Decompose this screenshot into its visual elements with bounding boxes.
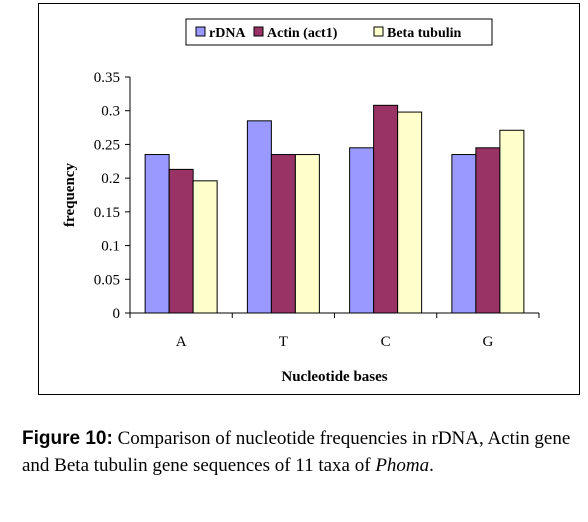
bar-A-series-1 [168,168,194,314]
bar-G-series-0 [451,154,477,314]
bar-A-series-2 [192,180,218,314]
x-axis-title: Nucleotide bases [281,369,387,385]
bar-G-series-2 [499,129,525,314]
y-tick-label: 0.35 [94,70,120,86]
y-tick-label: 0.2 [101,171,120,187]
y-tick-label: 0.3 [101,104,120,120]
bar-T-series-2 [294,154,320,314]
bar-T-series-0 [246,120,272,314]
legend-swatch-2 [373,26,384,37]
x-tick-label: A [176,334,187,350]
x-tick-label: T [279,334,288,350]
y-tick-label: 0.1 [101,239,120,255]
figure-label: Figure 10: [22,428,113,449]
legend-swatch-0 [195,26,206,37]
caption-text: Comparison of nucleotide frequencies in … [22,428,571,476]
x-tick-label: G [482,334,493,350]
legend: rDNA Actin (act1) Beta tubulin [185,18,493,46]
legend-swatch-1 [253,26,264,37]
y-tick-label: 0.25 [94,137,120,153]
bar-C-series-1 [373,104,399,314]
y-tick-label: 0.05 [94,272,120,288]
caption-end: . [429,455,434,476]
y-axis: 0 0.05 0.1 0.15 0.2 0.25 0.3 0.35 [94,70,131,322]
y-tick-label: 0 [113,306,121,322]
y-axis-title: frequency [62,163,78,227]
bar-T-series-1 [270,154,296,314]
y-tick-label: 0.15 [94,205,120,221]
bar-chart: rDNA Actin (act1) Beta tubulin 0 0.05 0.1 0.1… [62,18,540,385]
caption-emphasis: Phoma [375,455,430,476]
bar-A-series-0 [144,154,170,314]
bar-C-series-2 [397,111,423,314]
chart-frame: rDNA Actin (act1) Beta tubulin 0 0.05 0.1 0.1… [38,3,580,395]
legend-label-1: Actin (act1) [267,26,338,41]
x-tick-label: C [381,334,391,350]
legend-box [185,18,493,46]
figure-caption: Figure 10: Comparison of nucleotide freq… [22,425,582,479]
bars [144,104,525,314]
legend-label-2: Beta tubulin [387,26,462,41]
bar-G-series-1 [475,147,501,314]
bar-C-series-0 [349,147,375,314]
legend-label-0: rDNA [209,26,246,41]
